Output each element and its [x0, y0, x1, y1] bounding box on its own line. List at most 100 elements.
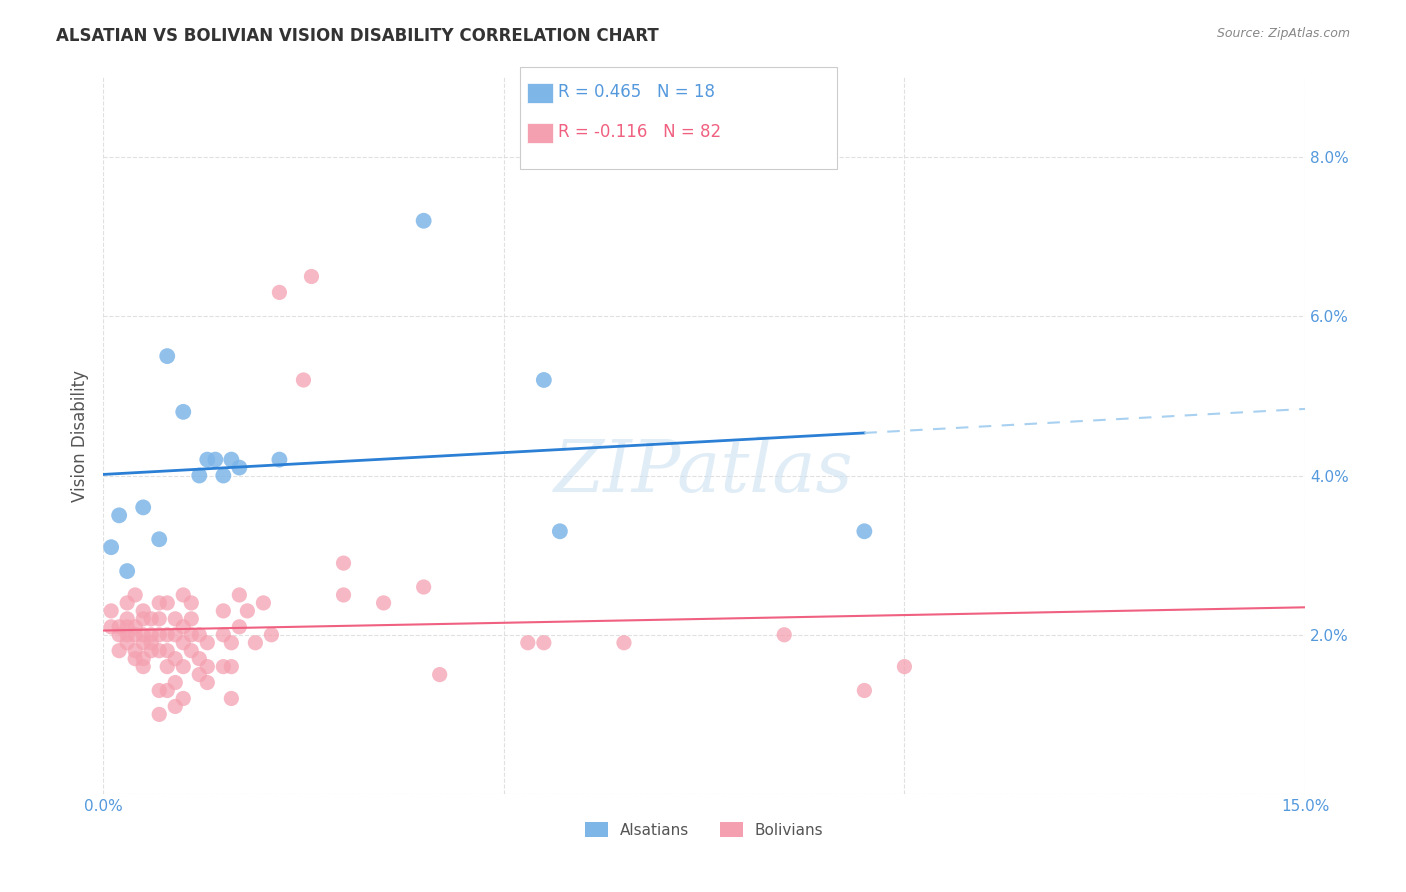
Point [115, 636, 138, 650]
Point [853, 683, 876, 698]
Point [195, 636, 218, 650]
Point [148, 533, 170, 547]
Point [188, 651, 211, 665]
Point [228, 460, 250, 475]
Point [269, 452, 291, 467]
Point [332, 588, 354, 602]
Point [853, 524, 876, 539]
Point [148, 707, 170, 722]
Point [172, 588, 194, 602]
Point [221, 691, 243, 706]
Point [156, 683, 179, 698]
Point [156, 628, 179, 642]
Point [172, 691, 194, 706]
Point [141, 628, 163, 642]
Point [533, 636, 555, 650]
Point [172, 659, 194, 673]
Text: R = -0.116   N = 82: R = -0.116 N = 82 [558, 123, 721, 141]
Text: R = 0.465   N = 18: R = 0.465 N = 18 [558, 83, 716, 101]
Point [124, 651, 146, 665]
Point [148, 596, 170, 610]
Point [412, 580, 434, 594]
Point [108, 628, 131, 642]
Point [124, 620, 146, 634]
Point [156, 659, 179, 673]
Point [332, 556, 354, 570]
Point [212, 628, 235, 642]
Point [195, 675, 218, 690]
Point [100, 540, 122, 554]
Point [773, 628, 796, 642]
Point [893, 659, 915, 673]
Point [124, 643, 146, 657]
Point [132, 636, 155, 650]
Point [236, 604, 259, 618]
Point [165, 628, 187, 642]
Point [516, 636, 538, 650]
Point [195, 659, 218, 673]
Point [195, 452, 218, 467]
Point [172, 620, 194, 634]
Point [188, 667, 211, 681]
Y-axis label: Vision Disability: Vision Disability [72, 369, 89, 501]
Point [221, 452, 243, 467]
Point [132, 612, 155, 626]
Point [165, 651, 187, 665]
Point [165, 675, 187, 690]
Point [115, 564, 138, 578]
Point [260, 628, 283, 642]
Point [108, 620, 131, 634]
Point [172, 405, 194, 419]
Point [115, 628, 138, 642]
Point [148, 628, 170, 642]
Point [141, 643, 163, 657]
Point [613, 636, 636, 650]
Point [165, 699, 187, 714]
Point [132, 651, 155, 665]
Point [180, 628, 202, 642]
Point [221, 636, 243, 650]
Point [115, 620, 138, 634]
Point [548, 524, 571, 539]
Point [156, 643, 179, 657]
Point [148, 612, 170, 626]
Point [156, 349, 179, 363]
Legend: Alsatians, Bolivians: Alsatians, Bolivians [579, 815, 830, 844]
Text: ALSATIAN VS BOLIVIAN VISION DISABILITY CORRELATION CHART: ALSATIAN VS BOLIVIAN VISION DISABILITY C… [56, 27, 659, 45]
Point [221, 659, 243, 673]
Point [115, 596, 138, 610]
Point [124, 628, 146, 642]
Point [124, 588, 146, 602]
Point [212, 468, 235, 483]
Point [180, 643, 202, 657]
Point [156, 596, 179, 610]
Point [172, 636, 194, 650]
Point [212, 604, 235, 618]
Point [165, 612, 187, 626]
Point [132, 659, 155, 673]
Point [212, 659, 235, 673]
Point [132, 500, 155, 515]
Point [301, 269, 323, 284]
Point [108, 508, 131, 523]
Point [292, 373, 315, 387]
Point [141, 612, 163, 626]
Point [188, 628, 211, 642]
Text: Source: ZipAtlas.com: Source: ZipAtlas.com [1216, 27, 1350, 40]
Point [204, 452, 226, 467]
Point [180, 596, 202, 610]
Point [373, 596, 395, 610]
Point [100, 604, 122, 618]
Point [132, 604, 155, 618]
Point [412, 213, 434, 227]
Point [269, 285, 291, 300]
Point [252, 596, 274, 610]
Text: ZIPatlas: ZIPatlas [554, 436, 853, 507]
Point [228, 620, 250, 634]
Point [115, 612, 138, 626]
Point [180, 612, 202, 626]
Point [228, 588, 250, 602]
Point [132, 628, 155, 642]
Point [141, 636, 163, 650]
Point [100, 620, 122, 634]
